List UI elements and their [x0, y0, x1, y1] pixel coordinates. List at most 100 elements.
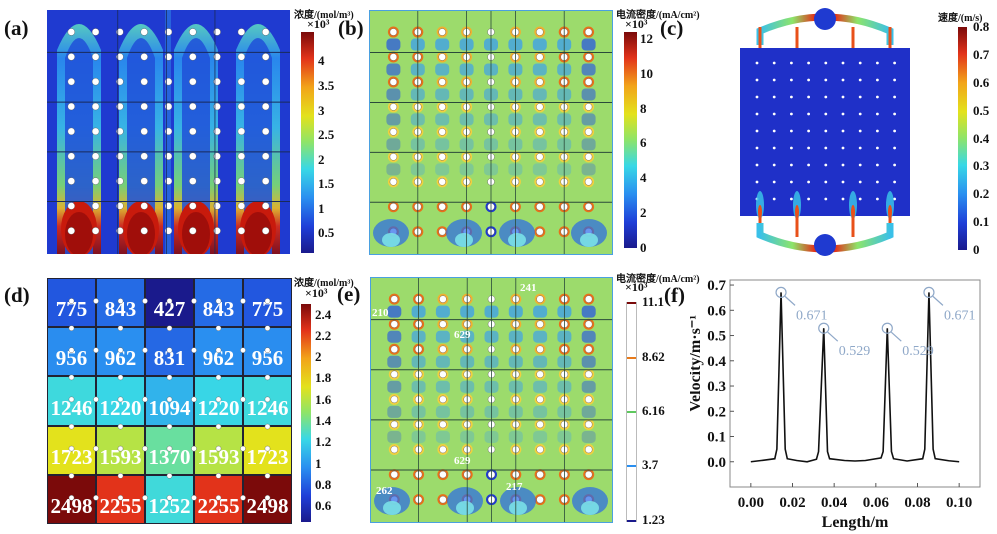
- electrode-dot: [841, 95, 845, 99]
- peak-marker: [818, 322, 830, 334]
- low-current-patch: [533, 355, 548, 368]
- low-current-patch: [435, 113, 450, 126]
- electrode-dot: [584, 320, 593, 328]
- colorbar-contour-mark: [627, 520, 636, 522]
- colorbar-tick-label: 2.2: [315, 327, 332, 343]
- electrode-dot: [858, 78, 862, 82]
- electrode-dot: [536, 228, 544, 236]
- low-current-patch: [386, 63, 401, 76]
- jet-core: [888, 205, 892, 219]
- electrode-dot: [261, 53, 270, 61]
- panel-c-velocity-map: [735, 5, 915, 257]
- electrode-dot: [755, 129, 759, 133]
- electrode-dot: [142, 494, 148, 501]
- electrode-dot: [876, 180, 879, 184]
- electrode-dot: [117, 445, 124, 452]
- electrode-dot: [166, 298, 173, 304]
- electrode-dot: [807, 163, 810, 167]
- electrode-dot: [584, 128, 593, 136]
- electrode-dot: [237, 102, 246, 111]
- electrode-dot: [439, 320, 447, 328]
- low-current-patch: [387, 355, 402, 368]
- electrode-dot: [215, 325, 222, 332]
- electrode-dot: [240, 494, 246, 501]
- low-current-patch: [387, 405, 402, 418]
- velocity-line-chart: 0.00 0.02 0.04 0.06 0.08 0.10 0.0 0.1 0.2 0.3 0.4 0…: [690, 278, 981, 531]
- colorbar-tick-label: 12: [640, 30, 653, 46]
- colorbar-tick-label: 6: [640, 135, 647, 151]
- electrode-dot: [213, 77, 221, 86]
- low-current-patch: [581, 355, 596, 368]
- annotation-217: 217: [506, 481, 523, 493]
- electrode-dot: [755, 146, 759, 150]
- electrode-dot: [117, 374, 124, 381]
- x-tick-label: 0.06: [863, 495, 890, 511]
- low-current-patch: [532, 63, 547, 76]
- plume-core: [127, 38, 155, 254]
- electrode-dot: [807, 146, 810, 150]
- electrode-dot: [140, 227, 148, 235]
- colorbar-tick-label: 1.4: [315, 412, 332, 428]
- colorbar-e-title: 电流密度/(mA/cm²): [616, 274, 700, 285]
- electrode-dot: [240, 298, 246, 304]
- current-density-map-e: [370, 277, 613, 523]
- electrode-dot: [215, 374, 222, 381]
- electrode-dot: [790, 95, 793, 99]
- colorbar-e-exponent: ×10³: [625, 280, 648, 294]
- electrode-dot: [117, 396, 124, 403]
- electrode-dot: [858, 197, 862, 201]
- electrode-dot: [584, 103, 593, 111]
- y-tick-label: 0.7: [707, 278, 726, 294]
- panel-b-label: (b): [338, 16, 364, 40]
- electrode-dot: [237, 152, 246, 160]
- electrode-dot: [67, 77, 75, 86]
- low-current-zone-core: [509, 501, 527, 515]
- electrode-dot: [389, 78, 398, 86]
- electrode-dot: [536, 445, 544, 454]
- electrode-dot: [858, 180, 862, 184]
- electrode-dot: [237, 202, 246, 210]
- electrode-dot: [536, 78, 544, 86]
- electrode-dot: [142, 396, 148, 403]
- electrode-dot: [68, 347, 75, 353]
- electrode-dot: [438, 178, 446, 186]
- low-current-patch: [581, 113, 596, 126]
- electrode-dot: [117, 423, 124, 430]
- colorbar-tick-label: 0.2: [973, 186, 990, 202]
- electrode-dot: [536, 103, 544, 111]
- panel-b-current-density-map: [369, 10, 613, 255]
- electrode-dot: [584, 28, 593, 36]
- electrode-dot: [140, 202, 148, 210]
- electrode-dot: [858, 146, 862, 150]
- electrode-dot: [67, 227, 75, 235]
- annotation-241: 241: [520, 282, 537, 294]
- electrode-dot: [189, 227, 197, 235]
- electrode-dot: [264, 374, 271, 381]
- electrode-dot: [536, 178, 544, 186]
- electrode-dot: [117, 298, 124, 304]
- y-axis-label: Velocity/m·s⁻¹: [690, 315, 704, 412]
- low-current-zone-core: [455, 233, 473, 247]
- colorbar-tick-label: 4: [318, 53, 325, 69]
- low-current-zone-core: [456, 501, 474, 515]
- electrode-dot: [91, 152, 100, 160]
- electrode-dot: [117, 347, 124, 353]
- electrode-dot: [166, 445, 173, 452]
- electrode-dot: [584, 178, 593, 186]
- electrode-dot: [790, 78, 793, 82]
- electrode-dot: [755, 95, 759, 99]
- colorbar-tick-label: 0.6: [973, 74, 990, 90]
- electrode-dot: [893, 61, 896, 65]
- colorbar-tick-label: 1.8: [315, 370, 332, 386]
- low-current-patch: [435, 38, 450, 51]
- low-current-patch: [581, 330, 596, 343]
- electrode-dot: [584, 420, 593, 429]
- electrode-dot: [584, 370, 593, 379]
- electrode-dot: [261, 152, 270, 160]
- electrode-dot: [91, 127, 100, 136]
- electrode-dot: [189, 202, 197, 210]
- electrode-dot: [876, 95, 879, 99]
- y-tick-label: 0.6: [707, 303, 726, 319]
- electrode-dot: [439, 295, 447, 303]
- electrode-dot: [893, 95, 896, 99]
